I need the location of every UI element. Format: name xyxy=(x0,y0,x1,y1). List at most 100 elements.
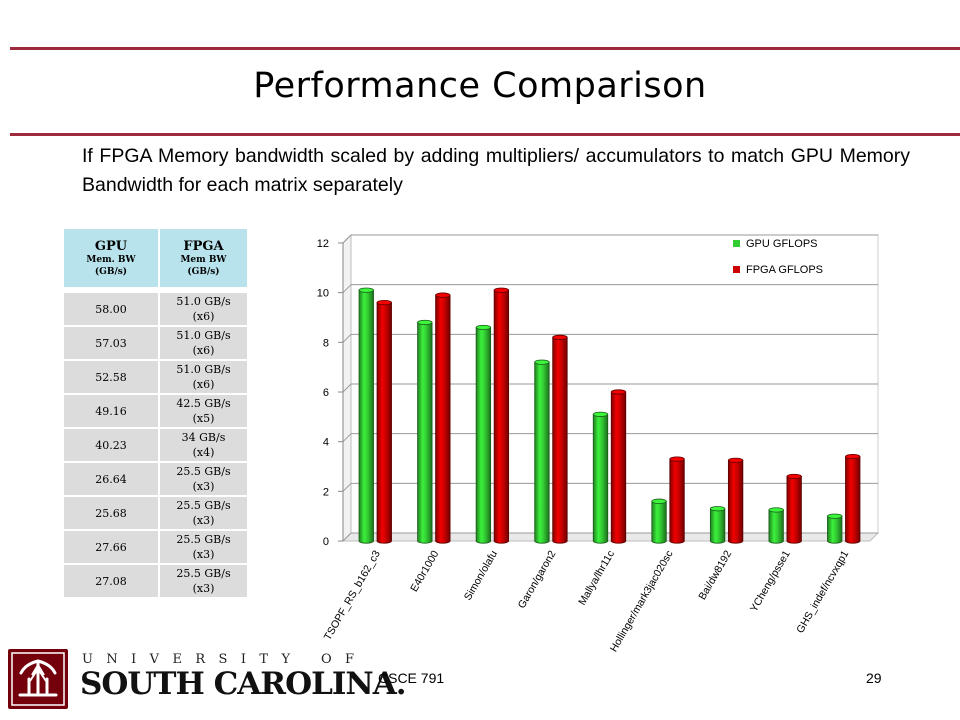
logo-text-lower: SOUTH CAROLINA. xyxy=(80,666,407,702)
fpga-bar xyxy=(786,476,802,544)
x-tick-label: GHS_indef/ncvxqp1 xyxy=(794,548,851,635)
gpu-bar xyxy=(475,327,492,544)
gpu-bar xyxy=(358,289,374,544)
gpu-bar-top xyxy=(534,359,550,365)
gpu-bw-cell: 57.03 xyxy=(64,326,160,361)
y-tick-label: 6 xyxy=(323,387,329,399)
fpga-bar xyxy=(610,391,627,544)
gpu-bar-top xyxy=(768,507,784,513)
y-tick-label: 0 xyxy=(323,536,329,548)
gpu-bw-cell: 49.16 xyxy=(64,394,160,429)
y-tick-label: 8 xyxy=(323,337,329,349)
bar-chart: 0 2 4 6 8 10 12 TSOPF_RS_b162_c3 E40r1000 Simon/o… xyxy=(317,233,880,655)
legend-label: FPGA GFLOPS xyxy=(746,264,823,276)
fpga-bar xyxy=(669,458,685,544)
gpu-bar xyxy=(709,508,726,544)
gpu-bar xyxy=(592,413,609,544)
header-gpu-main: GPU xyxy=(94,238,128,254)
bandwidth-table: GPU Mem. BW (GB/s) FPGA Mem BW (GB/s) 58… xyxy=(64,229,247,599)
header-gpu-sub2: (GB/s) xyxy=(94,266,128,277)
logo-emblem-icon xyxy=(8,649,68,709)
fpga-multiplier: (x3) xyxy=(192,514,215,527)
fpga-bw-value: 25.5 GB/s xyxy=(176,567,231,580)
fpga-bw-value: 25.5 GB/s xyxy=(176,465,231,478)
gpu-bar xyxy=(534,361,550,544)
fpga-bar-top xyxy=(610,389,627,395)
table-row: 27.66 25.5 GB/s (x3) xyxy=(64,530,247,565)
y-tick-label: 4 xyxy=(323,437,329,449)
gpu-bar-top xyxy=(651,498,667,504)
fpga-bw-cell: 34 GB/s (x4) xyxy=(159,428,247,463)
x-tick-label: Hollinger/mark3jac020sc xyxy=(608,549,676,655)
legend-swatch xyxy=(733,240,740,247)
gridline-depth xyxy=(342,532,352,542)
y-tick-label: 10 xyxy=(317,288,329,300)
x-tick-label: TSOPF_RS_b162_c3 xyxy=(322,548,383,642)
table-body: 58.00 51.0 GB/s (x6) 57.03 51.0 GB/s (x6) 52.5… xyxy=(64,290,247,599)
gpu-bar-top xyxy=(417,319,433,326)
gpu-bar xyxy=(827,515,843,544)
page-number: 29 xyxy=(866,670,882,686)
table-header-gpu: GPU Mem. BW (GB/s) xyxy=(64,229,160,293)
header-fpga-sub1: Mem BW xyxy=(180,254,227,265)
table-row: 52.58 51.0 GB/s (x6) xyxy=(64,360,247,395)
gpu-bw-cell: 40.23 xyxy=(64,428,160,463)
table-row: 27.08 25.5 GB/s (x3) xyxy=(64,564,247,599)
fpga-bw-value: 42.5 GB/s xyxy=(176,397,231,410)
gpu-bar-top xyxy=(827,513,843,519)
gpu-bar xyxy=(768,509,784,544)
y-tick-label: 2 xyxy=(323,486,329,498)
gpu-bar xyxy=(417,322,433,544)
fpga-multiplier: (x3) xyxy=(192,480,215,493)
gridline-depth xyxy=(342,333,352,343)
gpu-bw-cell: 27.08 xyxy=(64,564,160,599)
x-tick-label: Simon/olafu xyxy=(462,548,500,602)
fpga-bar-top xyxy=(845,453,861,460)
gpu-bar-top xyxy=(709,506,726,512)
fpga-bw-cell: 51.0 GB/s (x6) xyxy=(159,290,247,327)
fpga-bar-top xyxy=(669,456,685,462)
fpga-bar-top xyxy=(493,287,510,293)
fpga-bar-top xyxy=(727,457,744,463)
fpga-multiplier: (x6) xyxy=(192,344,215,357)
gpu-bar-top xyxy=(475,324,492,331)
fpga-bw-value: 51.0 GB/s xyxy=(176,295,231,308)
gpu-bar-top xyxy=(592,411,609,417)
fpga-bw-cell: 51.0 GB/s (x6) xyxy=(159,360,247,395)
x-tick-label: E40r1000 xyxy=(408,548,441,594)
table-row: 49.16 42.5 GB/s (x5) xyxy=(64,394,247,429)
x-tick-label: Mallya/lhr11c xyxy=(576,549,617,608)
gpu-bw-cell: 25.68 xyxy=(64,496,160,531)
fpga-bar-top xyxy=(552,334,568,340)
fpga-bw-value: 25.5 GB/s xyxy=(176,533,231,546)
fpga-bar xyxy=(727,459,744,544)
legend-label: GPU GFLOPS xyxy=(746,238,818,250)
table-header-fpga: FPGA Mem BW (GB/s) xyxy=(159,229,247,293)
gridline-depth xyxy=(342,482,352,492)
fpga-bw-cell: 51.0 GB/s (x6) xyxy=(159,326,247,361)
table-row: 26.64 25.5 GB/s (x3) xyxy=(64,462,247,497)
gpu-bw-cell: 27.66 xyxy=(64,530,160,565)
fpga-bar xyxy=(493,289,510,544)
fpga-multiplier: (x5) xyxy=(192,412,215,425)
gridline-depth xyxy=(342,383,352,393)
fpga-bw-cell: 25.5 GB/s (x3) xyxy=(159,496,247,531)
fpga-bw-value: 25.5 GB/s xyxy=(176,499,231,512)
fpga-bar-top xyxy=(786,473,802,480)
fpga-multiplier: (x3) xyxy=(192,582,215,595)
table-header-row: GPU Mem. BW (GB/s) FPGA Mem BW (GB/s) xyxy=(64,229,247,293)
gpu-bar xyxy=(651,500,667,544)
gpu-bw-cell: 58.00 xyxy=(64,290,160,327)
gridline-depth xyxy=(342,284,352,294)
fpga-bw-value: 34 GB/s xyxy=(181,431,226,444)
header-fpga-sub2: (GB/s) xyxy=(187,266,220,277)
fpga-bw-cell: 42.5 GB/s (x5) xyxy=(159,394,247,429)
x-tick-label: Garon/garon2 xyxy=(516,548,559,610)
fpga-bw-value: 51.0 GB/s xyxy=(176,363,231,376)
header-fpga-main: FPGA xyxy=(183,238,224,254)
title-rule xyxy=(10,133,960,136)
table-row: 58.00 51.0 GB/s (x6) xyxy=(64,290,247,327)
fpga-bar xyxy=(845,456,861,544)
logo-text-upper: UNIVERSITY OF xyxy=(82,652,368,667)
legend-swatch xyxy=(733,266,740,273)
